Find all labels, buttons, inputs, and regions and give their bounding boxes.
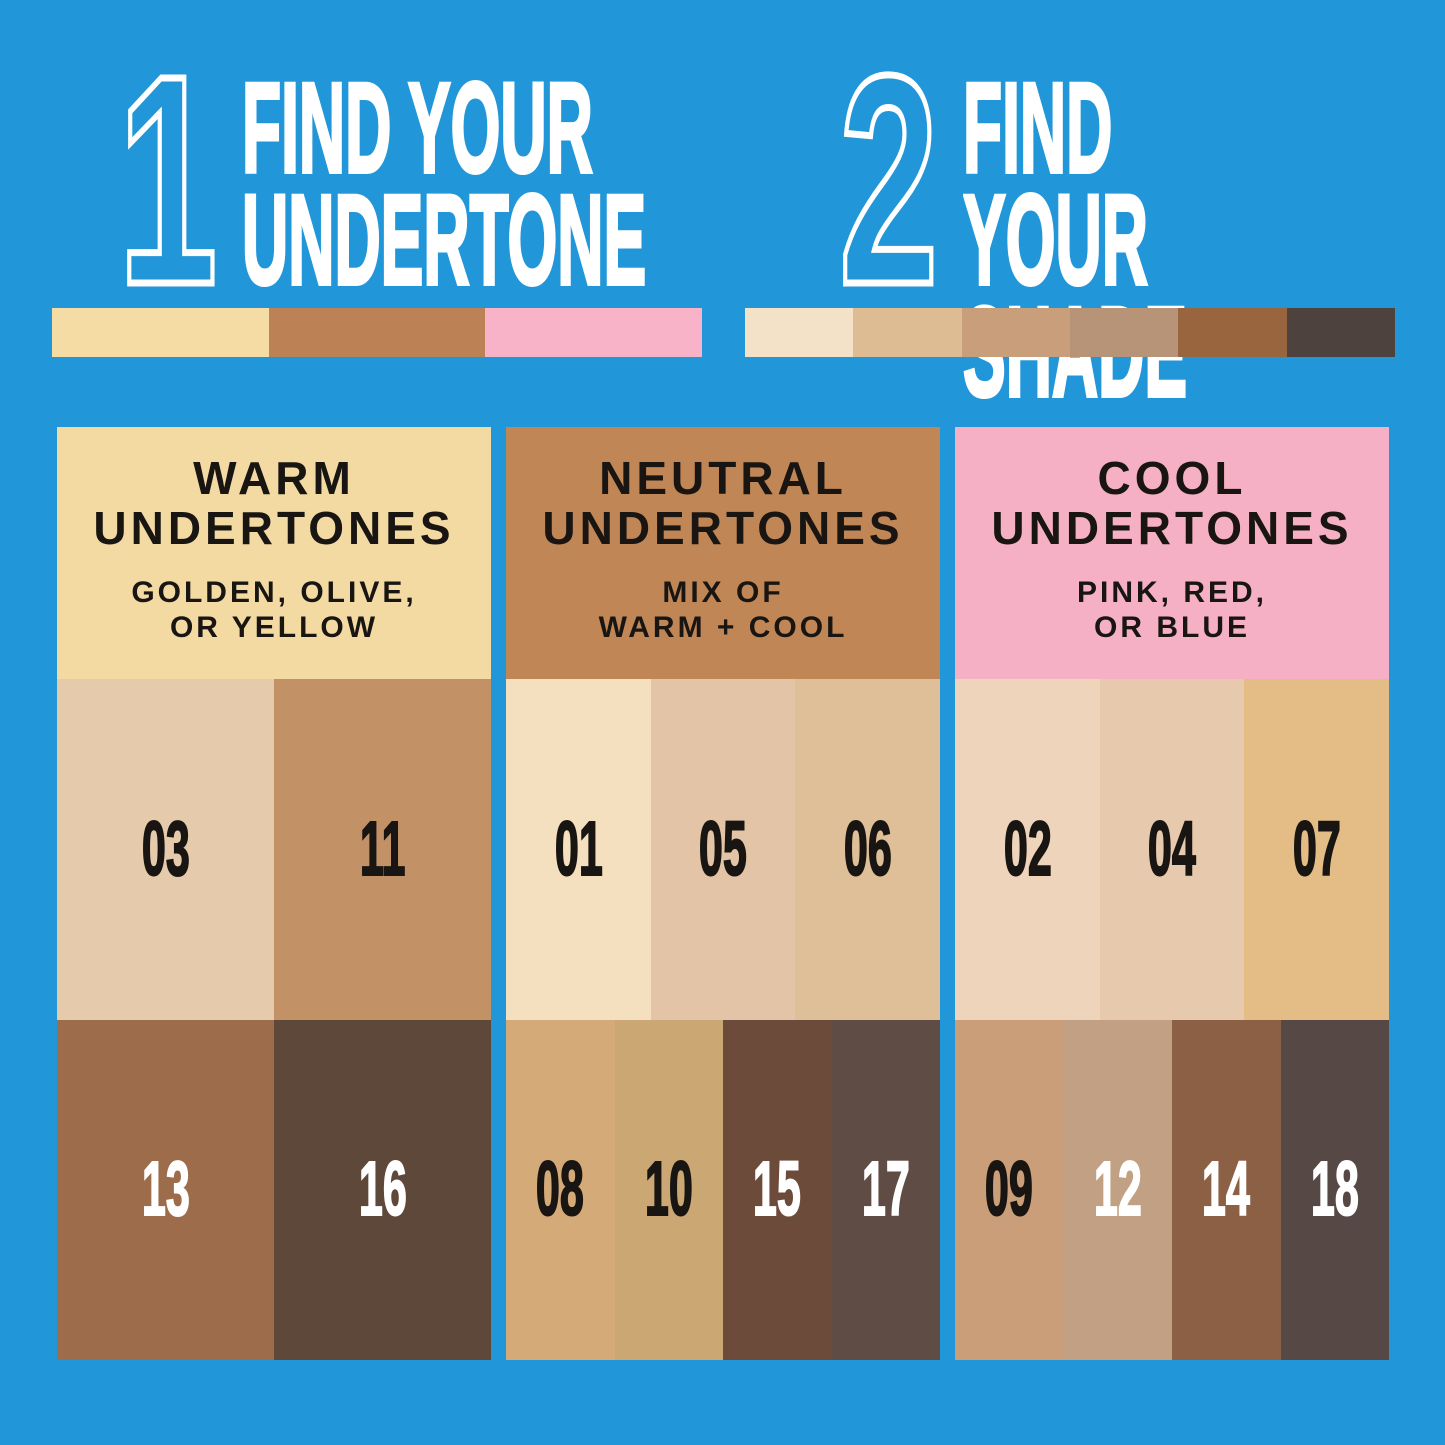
shade-swatch-13: 13 — [57, 1019, 274, 1360]
shade-swatch-10: 10 — [614, 1019, 723, 1360]
shade-swatch-12: 12 — [1063, 1019, 1172, 1360]
warm-undertones-header: WARM UNDERTONES GOLDEN, OLIVE, OR YELLOW — [57, 427, 491, 679]
shade-swatch-01: 01 — [506, 679, 651, 1020]
neutral-deep-shades-row: 08 10 15 17 — [506, 1019, 940, 1360]
gradient-swatch-4 — [1069, 308, 1179, 357]
shade-swatch-05: 05 — [650, 679, 796, 1020]
neutral-undertones-panel: NEUTRAL UNDERTONES MIX OF WARM + COOL 01… — [506, 427, 941, 1360]
cool-light-shades-row: 02 04 07 — [955, 679, 1390, 1020]
gradient-swatch-5 — [1178, 308, 1287, 357]
shade-label-14: 14 — [1202, 1146, 1251, 1233]
gradient-swatch-6 — [1286, 308, 1395, 357]
warm-undertones-panel: WARM UNDERTONES GOLDEN, OLIVE, OR YELLOW… — [57, 427, 491, 1360]
step-1: 1 FIND YOUR UNDERTONE — [116, 28, 1050, 333]
undertone-color-strip — [52, 308, 703, 357]
shade-label-08: 08 — [536, 1146, 585, 1233]
shade-label-07: 07 — [1292, 805, 1341, 892]
shade-label-04: 04 — [1147, 805, 1196, 892]
shade-swatch-09: 09 — [955, 1019, 1064, 1360]
neutral-undertones-header: NEUTRAL UNDERTONES MIX OF WARM + COOL — [506, 427, 940, 679]
warm-deep-shades-row: 13 16 — [57, 1019, 491, 1360]
cool-undertones-subtitle: PINK, RED, OR BLUE — [1076, 576, 1268, 644]
shade-swatch-11: 11 — [274, 679, 491, 1020]
shade-label-03: 03 — [141, 805, 190, 892]
strip-swatch-warm — [52, 308, 269, 357]
shade-label-15: 15 — [753, 1146, 802, 1233]
shade-swatch-18: 18 — [1280, 1019, 1389, 1360]
shade-swatch-14: 14 — [1172, 1019, 1281, 1360]
shade-label-10: 10 — [644, 1146, 693, 1233]
shade-swatch-17: 17 — [831, 1019, 940, 1360]
shade-swatch-15: 15 — [723, 1019, 832, 1360]
shade-label-06: 06 — [843, 805, 892, 892]
gradient-swatch-1 — [745, 308, 854, 357]
cool-deep-shades-row: 09 12 14 18 — [955, 1019, 1389, 1360]
shade-label-02: 02 — [1003, 805, 1052, 892]
cool-undertones-panel: COOL UNDERTONES PINK, RED, OR BLUE 02 04… — [955, 427, 1390, 1360]
shade-label-13: 13 — [141, 1146, 190, 1233]
shade-label-16: 16 — [358, 1146, 407, 1233]
strip-swatch-cool — [485, 308, 703, 357]
warm-undertones-title: WARM UNDERTONES — [93, 452, 455, 554]
gradient-swatch-3 — [961, 308, 1070, 357]
shade-swatch-16: 16 — [274, 1019, 491, 1360]
cool-undertones-header: COOL UNDERTONES PINK, RED, OR BLUE — [955, 427, 1389, 679]
shade-label-12: 12 — [1093, 1146, 1142, 1233]
shade-gradient-strip — [745, 308, 1395, 357]
step-2-number: 2 — [837, 14, 941, 347]
undertone-panels: WARM UNDERTONES GOLDEN, OLIVE, OR YELLOW… — [57, 427, 1390, 1360]
neutral-undertones-title: NEUTRAL UNDERTONES — [542, 452, 904, 554]
shade-swatch-07: 07 — [1244, 679, 1390, 1020]
shade-label-11: 11 — [359, 805, 406, 892]
warm-light-shades-row: 03 11 — [57, 679, 491, 1020]
shade-label-17: 17 — [861, 1146, 910, 1233]
strip-swatch-neutral — [268, 308, 486, 357]
shade-swatch-06: 06 — [795, 679, 941, 1020]
neutral-undertones-subtitle: MIX OF WARM + COOL — [598, 576, 848, 644]
gradient-swatch-2 — [853, 308, 962, 357]
shade-swatch-02: 02 — [955, 679, 1100, 1020]
warm-undertones-subtitle: GOLDEN, OLIVE, OR YELLOW — [131, 576, 417, 644]
cool-undertones-title: COOL UNDERTONES — [991, 452, 1353, 554]
shade-label-18: 18 — [1310, 1146, 1359, 1233]
shade-swatch-04: 04 — [1099, 679, 1245, 1020]
shade-label-05: 05 — [698, 805, 747, 892]
step-2-title: FIND YOUR SHADE — [962, 57, 1188, 419]
neutral-light-shades-row: 01 05 06 — [506, 679, 941, 1020]
shade-label-01: 01 — [554, 805, 603, 892]
shade-label-09: 09 — [985, 1146, 1034, 1233]
step-1-title: FIND YOUR UNDERTONE — [241, 57, 647, 312]
step-1-number: 1 — [116, 14, 220, 347]
shade-swatch-08: 08 — [506, 1019, 615, 1360]
shade-swatch-03: 03 — [57, 679, 274, 1020]
